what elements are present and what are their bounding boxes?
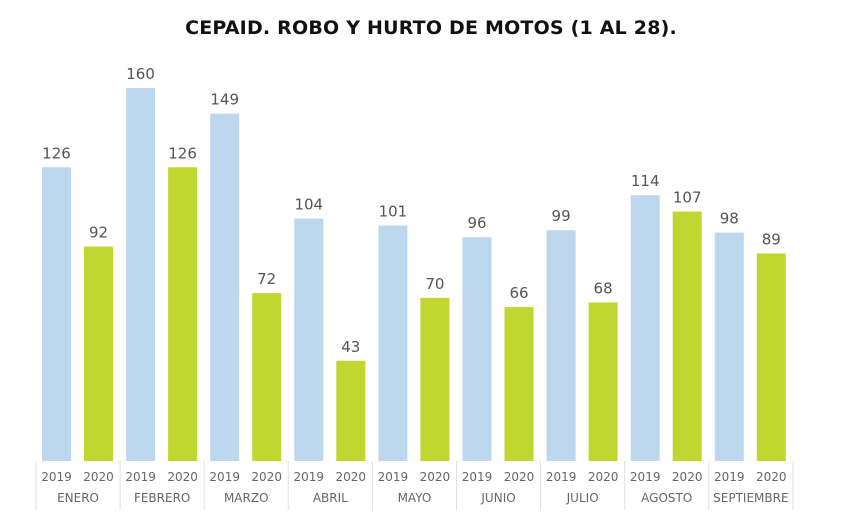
- month-category-label: ENERO: [57, 491, 99, 505]
- year-tick-label: 2019: [125, 470, 156, 484]
- bar-2020-junio: [504, 307, 534, 461]
- year-tick-label: 2019: [630, 470, 661, 484]
- year-tick-label: 2020: [588, 470, 619, 484]
- bar-2020-mayo: [420, 297, 450, 461]
- data-label: 104: [294, 196, 323, 214]
- bar-2019-julio: [546, 230, 576, 461]
- data-label: 98: [720, 210, 739, 228]
- data-label: 126: [42, 144, 71, 162]
- bar-2019-enero: [42, 167, 71, 461]
- month-category-label: MAYO: [398, 491, 432, 505]
- data-label: 149: [210, 91, 239, 109]
- data-label: 89: [762, 231, 781, 249]
- data-label: 70: [425, 275, 444, 293]
- bar-2020-julio: [588, 302, 618, 461]
- bar-2020-abril: [336, 360, 366, 461]
- month-category-label: AGOSTO: [641, 491, 692, 505]
- bar-2020-enero: [84, 246, 113, 461]
- bar-2019-marzo: [210, 113, 240, 462]
- data-label: 99: [552, 207, 571, 225]
- data-label: 101: [379, 203, 408, 221]
- bar-2019-junio: [462, 237, 492, 461]
- month-category-label: MARZO: [224, 491, 269, 505]
- year-tick-label: 2020: [251, 470, 282, 484]
- bar-2019-mayo: [378, 225, 408, 461]
- year-tick-label: 2019: [378, 470, 409, 484]
- month-category-label: ABRIL: [313, 491, 348, 505]
- year-tick-label: 2020: [167, 470, 198, 484]
- bar-2019-febrero: [126, 88, 156, 461]
- bar-2020-marzo: [252, 293, 282, 461]
- year-tick-label: 2019: [714, 470, 745, 484]
- bar-2020-febrero: [168, 167, 198, 461]
- year-tick-label: 2020: [756, 470, 787, 484]
- data-label: 66: [509, 284, 528, 302]
- bar-2019-septiembre: [714, 232, 744, 461]
- data-label: 92: [89, 224, 108, 242]
- year-tick-label: 2020: [672, 470, 703, 484]
- year-tick-label: 2020: [504, 470, 535, 484]
- data-label: 114: [631, 172, 660, 190]
- data-label: 126: [168, 144, 197, 162]
- year-tick-label: 2019: [41, 470, 72, 484]
- bar-2020-septiembre: [756, 253, 786, 461]
- bar-2020-agosto: [672, 211, 702, 461]
- data-label: 160: [126, 65, 155, 83]
- year-tick-label: 2019: [546, 470, 577, 484]
- month-category-label: SEPTIEMBRE: [713, 491, 788, 505]
- bar-2019-agosto: [630, 195, 660, 462]
- data-label: 68: [594, 279, 613, 297]
- bar-2019-abril: [294, 218, 324, 461]
- year-tick-label: 2019: [209, 470, 240, 484]
- year-tick-label: 2020: [83, 470, 114, 484]
- data-label: 43: [341, 338, 360, 356]
- year-tick-label: 2019: [294, 470, 325, 484]
- year-tick-label: 2020: [336, 470, 367, 484]
- chart-title: CEPAID. ROBO Y HURTO DE MOTOS (1 AL 28).: [185, 17, 677, 39]
- year-tick-label: 2020: [420, 470, 451, 484]
- data-label: 107: [673, 189, 702, 207]
- year-tick-label: 2019: [462, 470, 493, 484]
- month-category-label: FEBRERO: [134, 491, 190, 505]
- data-label: 96: [467, 214, 486, 232]
- month-category-label: JULIO: [566, 491, 599, 505]
- data-label: 72: [257, 270, 276, 288]
- month-category-label: JUNIO: [480, 491, 515, 505]
